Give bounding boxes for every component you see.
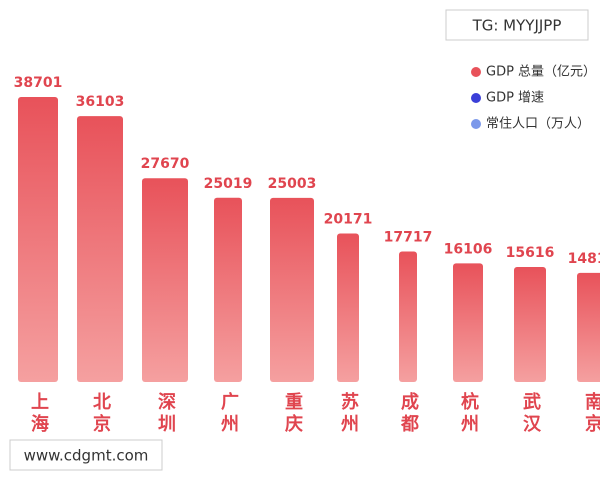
value-label: 25019 [204, 176, 253, 192]
value-label: 15616 [506, 245, 555, 261]
value-label: 17717 [384, 230, 433, 246]
x-tick-label: 广州 [218, 391, 240, 436]
legend-swatch [471, 119, 481, 129]
x-tick-label: 苏州 [338, 391, 360, 436]
bar [214, 197, 242, 382]
watermark: TG: MYYJJPP [472, 17, 562, 35]
legend-swatch [471, 67, 481, 77]
value-label: 25003 [268, 176, 317, 192]
watermark-box [445, 9, 589, 41]
x-tick-label: 深圳 [155, 391, 176, 436]
bar [18, 97, 58, 382]
value-label: 27670 [141, 156, 190, 172]
bar [337, 233, 359, 382]
x-tick-label: 上海 [28, 392, 49, 436]
legend-label: GDP 总量（亿元） [486, 65, 596, 80]
bar [77, 116, 123, 382]
bar [399, 251, 417, 382]
legend-label: GDP 增速 [486, 91, 544, 106]
bar [142, 178, 188, 382]
value-label: 14817 [568, 251, 600, 267]
value-label: 20171 [324, 211, 373, 227]
watermark-box [9, 439, 163, 471]
legend-swatch [471, 93, 481, 103]
watermark: www.cdgmt.com [24, 447, 149, 465]
bar [577, 272, 600, 382]
value-label: 16106 [444, 241, 493, 257]
x-tick-label: 重庆 [282, 391, 303, 436]
value-label: 36103 [76, 94, 125, 110]
x-tick-label: 南京 [582, 391, 600, 436]
bar [453, 263, 483, 382]
x-tick-label: 北京 [90, 392, 111, 436]
x-tick-label: 武汉 [520, 392, 541, 436]
x-tick-label: 杭州 [458, 391, 480, 436]
bar [514, 267, 546, 382]
bar [270, 197, 314, 382]
value-label: 38701 [14, 75, 63, 91]
x-tick-label: 成都 [398, 391, 420, 436]
legend-label: 常住人口（万人） [486, 117, 590, 132]
